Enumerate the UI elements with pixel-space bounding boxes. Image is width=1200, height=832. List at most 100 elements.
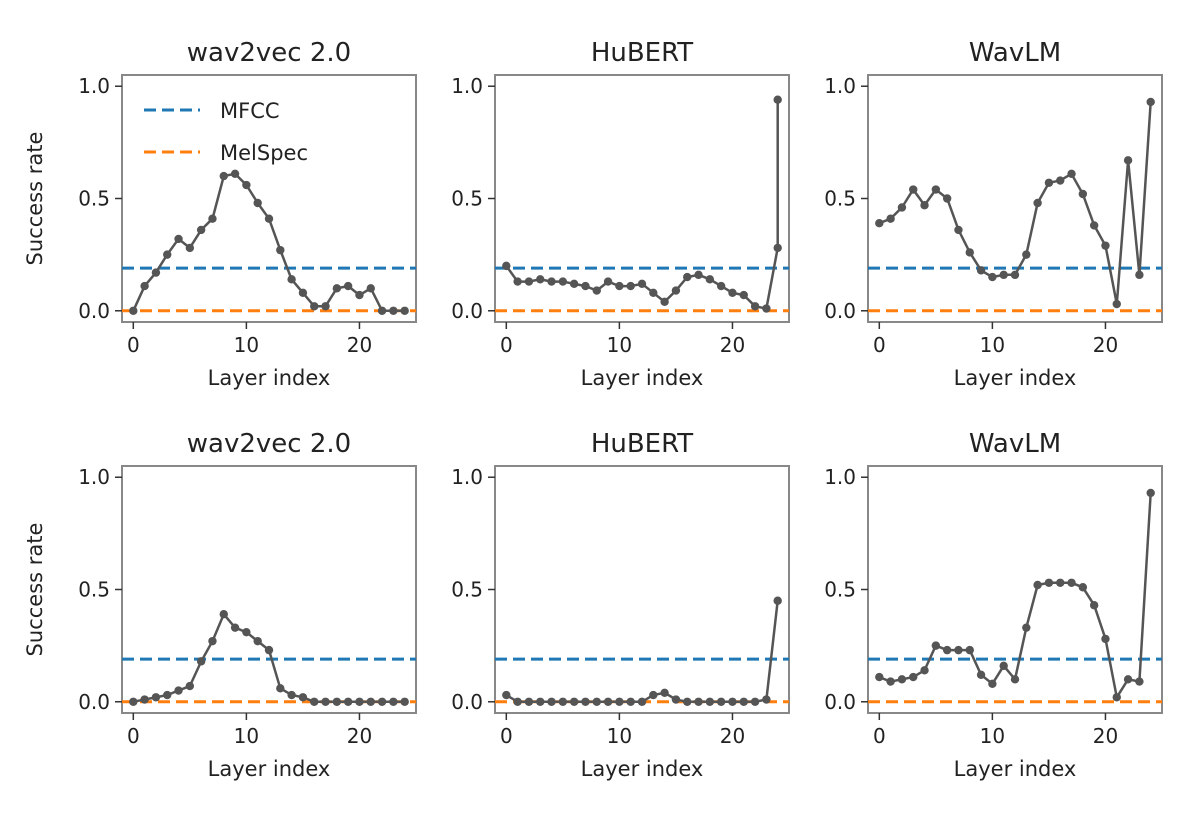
x-axis-label: Layer index xyxy=(954,757,1077,781)
data-point xyxy=(615,697,624,706)
subplot-title: wav2vec 2.0 xyxy=(187,38,351,68)
data-point xyxy=(1101,241,1110,250)
data-point xyxy=(174,234,183,244)
data-point xyxy=(253,198,262,208)
subplot-title: WavLM xyxy=(969,429,1061,459)
series-line xyxy=(132,172,405,313)
data-point xyxy=(1112,693,1121,702)
subplot-1: wav2vec 2.0 0 10 20 0.0 0.5 1.0 Layer index Succ… xyxy=(23,38,417,390)
data-point xyxy=(762,695,771,704)
data-point xyxy=(1078,583,1088,592)
data-point xyxy=(389,306,398,315)
x-tick-label: 0 xyxy=(873,724,886,748)
data-point xyxy=(1135,270,1144,280)
y-tick-label: 1.0 xyxy=(451,74,483,98)
data-point xyxy=(174,686,183,695)
data-point xyxy=(219,610,228,619)
y-tick-label: 0.0 xyxy=(78,299,110,323)
data-point xyxy=(920,201,929,210)
data-point xyxy=(1123,675,1133,684)
data-point xyxy=(671,695,681,704)
data-point xyxy=(569,279,579,289)
y-tick-label: 1.0 xyxy=(824,465,856,489)
data-point xyxy=(988,272,997,282)
data-point xyxy=(649,690,658,700)
data-point xyxy=(875,672,884,682)
data-point xyxy=(558,277,568,286)
y-tick-label: 0.5 xyxy=(78,578,110,602)
data-point xyxy=(129,697,138,706)
plot-area xyxy=(495,95,789,313)
x-tick-label: 0 xyxy=(127,333,140,357)
data-point xyxy=(581,281,590,291)
data-point xyxy=(909,185,918,194)
data-point xyxy=(230,169,240,178)
subplot-3: WavLM 0 10 20 0.0 0.5 1.0 Layer index xyxy=(824,38,1163,390)
data-point xyxy=(151,693,161,702)
data-point xyxy=(637,697,647,706)
y-tick-label: 0.0 xyxy=(78,690,110,714)
data-point xyxy=(332,697,342,706)
data-point xyxy=(705,275,715,284)
data-point xyxy=(343,697,353,706)
data-point xyxy=(569,697,579,706)
data-point xyxy=(502,261,511,271)
x-tick-label: 0 xyxy=(500,333,513,357)
data-point xyxy=(965,645,974,655)
data-point xyxy=(276,684,285,693)
data-point xyxy=(321,697,330,706)
data-point xyxy=(875,219,884,228)
subplot-2: HuBERT 0 10 20 0.0 0.5 1.0 Layer index xyxy=(451,38,790,390)
x-tick-label: 0 xyxy=(500,724,513,748)
data-point xyxy=(536,697,545,706)
data-point xyxy=(140,695,149,704)
data-point xyxy=(773,95,782,104)
data-point xyxy=(513,697,522,706)
data-point xyxy=(1044,578,1054,587)
data-point xyxy=(954,225,963,235)
data-point xyxy=(524,277,534,286)
data-point xyxy=(1089,221,1099,230)
subplot-title: WavLM xyxy=(969,38,1061,68)
data-point xyxy=(196,657,206,666)
subplot-title: HuBERT xyxy=(591,38,693,68)
data-point xyxy=(909,672,918,682)
y-tick-label: 1.0 xyxy=(78,74,110,98)
axes-frame xyxy=(494,465,790,714)
data-point xyxy=(942,194,952,203)
x-tick-label: 20 xyxy=(720,724,745,748)
data-point xyxy=(728,697,737,706)
data-point xyxy=(1056,578,1065,587)
data-point xyxy=(163,690,172,700)
data-point xyxy=(626,697,635,706)
x-tick-label: 10 xyxy=(980,333,1005,357)
y-tick-label: 0.0 xyxy=(824,690,856,714)
data-point xyxy=(920,666,929,675)
data-point xyxy=(547,697,556,706)
data-point xyxy=(163,250,172,259)
data-point xyxy=(1044,178,1054,187)
legend-label-melspec: MelSpec xyxy=(220,141,308,165)
data-point xyxy=(343,281,353,291)
y-tick-label: 0.5 xyxy=(824,578,856,602)
data-point xyxy=(400,306,409,315)
data-point xyxy=(615,281,624,291)
x-tick-label: 20 xyxy=(1093,333,1118,357)
data-point xyxy=(140,281,149,291)
y-tick-label: 0.5 xyxy=(451,187,483,211)
data-point xyxy=(524,697,534,706)
x-tick-label: 20 xyxy=(347,333,372,357)
y-tick-label: 0.5 xyxy=(451,578,483,602)
data-point xyxy=(129,306,138,315)
data-point xyxy=(264,645,274,655)
data-point xyxy=(660,297,669,306)
data-point xyxy=(716,697,726,706)
data-point xyxy=(298,288,308,298)
data-point xyxy=(513,277,522,286)
data-point xyxy=(377,697,387,706)
data-point xyxy=(603,277,613,286)
data-point xyxy=(276,245,285,255)
data-point xyxy=(355,290,364,300)
data-point xyxy=(1089,601,1099,610)
